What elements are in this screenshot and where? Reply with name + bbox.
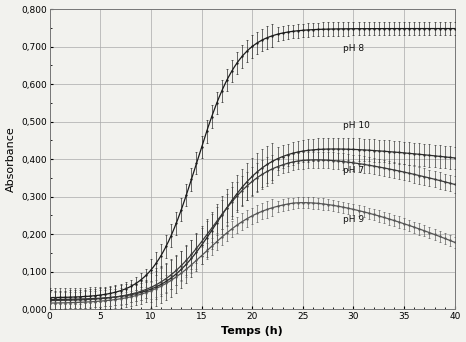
Y-axis label: Absorbance: Absorbance	[6, 126, 15, 192]
Text: pH 9: pH 9	[343, 215, 364, 224]
Text: pH 10: pH 10	[343, 121, 370, 130]
Text: pH 7: pH 7	[343, 166, 364, 175]
X-axis label: Temps (h): Temps (h)	[221, 327, 283, 337]
Text: pH 8: pH 8	[343, 44, 364, 53]
